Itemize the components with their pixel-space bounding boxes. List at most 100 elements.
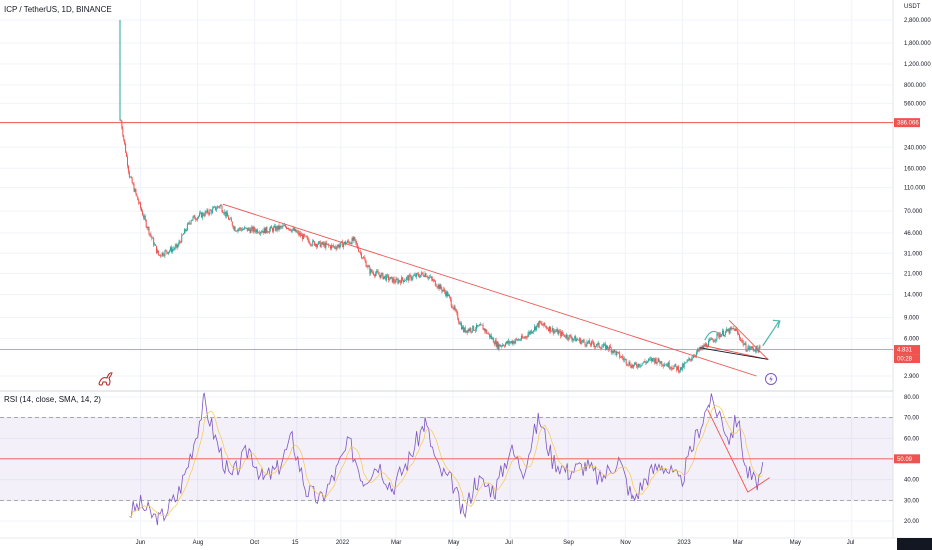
rsi-tick-label: 20.00 bbox=[904, 519, 920, 525]
candle-body bbox=[266, 227, 268, 232]
candle-body bbox=[183, 233, 185, 235]
candle-body bbox=[387, 274, 389, 276]
candle-body bbox=[702, 346, 704, 349]
candle-body bbox=[563, 334, 565, 337]
candle-body bbox=[290, 230, 292, 232]
bullish-arrow[interactable] bbox=[762, 319, 781, 347]
time-tick-label: Sep bbox=[563, 540, 574, 546]
candle-body bbox=[306, 237, 308, 238]
candle-body bbox=[371, 269, 373, 273]
svg-text:50.09: 50.09 bbox=[897, 457, 913, 463]
candle-body bbox=[713, 340, 715, 342]
candle-body bbox=[621, 356, 623, 358]
rsi-divergence[interactable] bbox=[707, 409, 770, 493]
candle-body bbox=[228, 216, 230, 220]
candle-body bbox=[141, 211, 143, 216]
candle-body bbox=[396, 278, 398, 280]
candle-body bbox=[687, 359, 689, 361]
candle-body bbox=[641, 363, 643, 366]
candle-body bbox=[527, 334, 529, 338]
candle-body bbox=[418, 276, 420, 278]
time-tick-label: Aug bbox=[193, 540, 204, 546]
candle-body bbox=[177, 244, 179, 248]
candle-body bbox=[160, 255, 162, 257]
candle-body bbox=[198, 216, 200, 218]
candle-body bbox=[340, 242, 342, 246]
candle-body bbox=[372, 272, 374, 273]
candle-body bbox=[343, 243, 345, 248]
candle-body bbox=[693, 356, 695, 359]
candle-body bbox=[412, 275, 414, 279]
candle-body bbox=[559, 331, 561, 332]
candle-body bbox=[678, 366, 680, 372]
candle-body bbox=[475, 324, 477, 330]
candle-body bbox=[719, 334, 721, 338]
candle-body bbox=[214, 206, 216, 210]
candle-body bbox=[169, 250, 171, 252]
candle-body bbox=[382, 273, 384, 279]
candle-body bbox=[378, 274, 380, 276]
candle-body bbox=[317, 241, 319, 245]
candle-body bbox=[461, 326, 463, 330]
candle-body bbox=[586, 341, 588, 346]
candle-body bbox=[494, 340, 496, 345]
candle-body bbox=[388, 275, 390, 281]
candle-body bbox=[679, 367, 681, 371]
candle-body bbox=[623, 358, 625, 360]
candle-body bbox=[277, 225, 279, 230]
candle-body bbox=[126, 156, 128, 166]
candle-body bbox=[180, 241, 182, 243]
candle-body bbox=[522, 337, 524, 339]
candle-body bbox=[624, 358, 626, 360]
candle-body bbox=[528, 331, 530, 335]
candle-body bbox=[540, 323, 542, 324]
time-tick-label: Nov bbox=[620, 540, 631, 546]
candle-body bbox=[145, 219, 147, 227]
candle-body bbox=[663, 365, 665, 367]
candle-body bbox=[746, 350, 748, 352]
candle-body bbox=[610, 347, 612, 353]
candle-body bbox=[128, 171, 130, 178]
cup-arc[interactable] bbox=[704, 330, 723, 341]
candle-body bbox=[302, 234, 304, 240]
candle-body bbox=[142, 215, 144, 218]
candle-body bbox=[447, 294, 449, 297]
trendline[interactable] bbox=[222, 203, 757, 377]
candle-body bbox=[241, 229, 243, 231]
candle-body bbox=[532, 331, 534, 334]
candle-body bbox=[699, 347, 701, 350]
lightning-icon[interactable] bbox=[765, 373, 777, 385]
candle-body bbox=[137, 196, 139, 201]
candle-body bbox=[724, 331, 726, 336]
candle-body bbox=[459, 322, 461, 325]
time-tick-label: 2023 bbox=[677, 540, 691, 546]
candle-body bbox=[121, 120, 123, 129]
candle-body bbox=[125, 143, 127, 153]
candle-body bbox=[318, 241, 320, 242]
candle-body bbox=[458, 319, 460, 323]
candle-body bbox=[502, 344, 504, 347]
candle-body bbox=[752, 348, 754, 351]
candle-body bbox=[636, 366, 638, 368]
candle-body bbox=[192, 216, 194, 220]
candle-body bbox=[446, 291, 448, 297]
candle-body bbox=[448, 294, 450, 297]
candle-body bbox=[611, 350, 613, 353]
candle-body bbox=[195, 219, 197, 220]
candle-body bbox=[426, 276, 428, 278]
candle-body bbox=[564, 336, 566, 338]
candle-body bbox=[357, 244, 359, 249]
candle-body bbox=[613, 349, 615, 353]
time-tick-label: 15 bbox=[292, 540, 299, 546]
candle-body bbox=[728, 329, 730, 334]
candle-body bbox=[520, 335, 522, 340]
candle-body bbox=[292, 228, 294, 230]
candle-body bbox=[308, 240, 310, 244]
candle-body bbox=[157, 250, 159, 256]
wedge-lower[interactable] bbox=[700, 347, 768, 360]
candle-body bbox=[227, 212, 229, 217]
candle-body bbox=[389, 277, 391, 280]
candle-body bbox=[135, 189, 137, 194]
candle-body bbox=[427, 277, 429, 279]
